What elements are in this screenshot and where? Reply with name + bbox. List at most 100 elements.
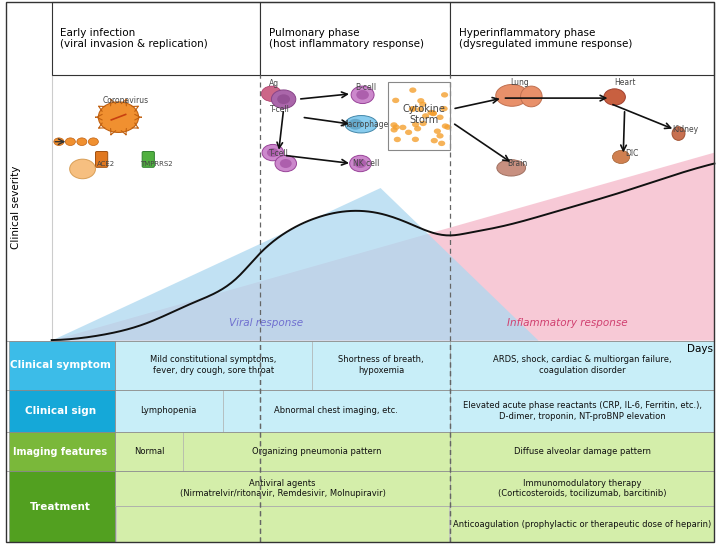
Circle shape [350, 155, 371, 172]
Text: Imaging features: Imaging features [13, 447, 108, 457]
Bar [52, 75, 714, 341]
Ellipse shape [604, 89, 625, 105]
Text: Organizing pneumonia pattern: Organizing pneumonia pattern [252, 447, 381, 456]
Circle shape [393, 124, 400, 130]
FancyBboxPatch shape [95, 152, 108, 167]
Bar [450, 471, 714, 506]
Circle shape [409, 106, 416, 112]
Text: Shortness of breath,
hypoxemia: Shortness of breath, hypoxemia [338, 355, 424, 375]
Circle shape [429, 111, 437, 116]
Circle shape [444, 124, 452, 130]
Circle shape [437, 133, 444, 138]
Text: Hyperinflammatory phase
(dysregulated immune response): Hyperinflammatory phase (dysregulated im… [459, 28, 632, 49]
Text: Viral response: Viral response [228, 318, 303, 328]
Ellipse shape [521, 86, 542, 107]
Circle shape [427, 110, 434, 115]
Text: Clinical severity: Clinical severity [11, 166, 21, 249]
Bar [388, 82, 450, 150]
Circle shape [98, 102, 139, 132]
Circle shape [393, 137, 401, 142]
Circle shape [434, 129, 441, 134]
Text: Clinical symptom: Clinical symptom [10, 360, 111, 370]
Circle shape [417, 107, 424, 112]
Text: ARDS, shock, cardiac & multiorgan failure,
coagulation disorder: ARDS, shock, cardiac & multiorgan failur… [493, 355, 671, 375]
Text: Inflammatory response: Inflammatory response [507, 318, 628, 328]
Circle shape [262, 144, 284, 161]
Bar [9, 341, 115, 390]
Circle shape [351, 86, 374, 104]
Circle shape [391, 122, 398, 128]
Text: B-cell: B-cell [355, 83, 377, 92]
Circle shape [409, 87, 416, 93]
Text: Brain: Brain [507, 159, 527, 168]
Text: Normal: Normal [134, 447, 164, 456]
Circle shape [280, 159, 292, 168]
Bar [9, 432, 115, 471]
Circle shape [355, 159, 366, 168]
Text: NK cell: NK cell [353, 159, 379, 168]
Text: Coronavirus: Coronavirus [103, 96, 149, 105]
Bar [52, 2, 260, 75]
Circle shape [267, 148, 279, 157]
Bar [183, 432, 450, 471]
Circle shape [412, 137, 419, 142]
Text: Clinical sign: Clinical sign [24, 406, 96, 416]
Text: Cytokine
Storm: Cytokine Storm [402, 104, 445, 125]
Text: Mild constitutional symptoms,
fever, dry cough, sore throat: Mild constitutional symptoms, fever, dry… [150, 355, 277, 375]
Ellipse shape [345, 116, 378, 133]
FancyBboxPatch shape [142, 152, 154, 167]
Circle shape [54, 138, 64, 146]
Text: DIC: DIC [625, 149, 638, 158]
Bar [116, 506, 449, 542]
Circle shape [612, 150, 630, 164]
Circle shape [348, 119, 363, 130]
Bar [115, 432, 183, 471]
Circle shape [431, 138, 438, 143]
Ellipse shape [495, 84, 528, 106]
Circle shape [70, 159, 95, 179]
Circle shape [441, 92, 448, 98]
Circle shape [271, 90, 296, 108]
Bar [450, 341, 714, 390]
Text: TMPRRS2: TMPRRS2 [140, 160, 173, 167]
Circle shape [414, 126, 421, 131]
Bar [450, 390, 714, 432]
Bar [450, 506, 714, 542]
Text: Ag: Ag [269, 80, 279, 88]
Bar [115, 390, 223, 432]
Circle shape [399, 125, 406, 130]
Bar [260, 2, 450, 75]
Circle shape [391, 127, 398, 132]
Polygon shape [52, 188, 538, 341]
Circle shape [437, 114, 444, 120]
Text: Macrophage: Macrophage [341, 120, 388, 129]
Ellipse shape [672, 126, 685, 140]
Circle shape [419, 120, 426, 126]
Text: Abnormal chest imaging, etc.: Abnormal chest imaging, etc. [274, 407, 398, 415]
Circle shape [442, 123, 449, 129]
Bar [115, 471, 450, 506]
Polygon shape [52, 153, 714, 341]
Ellipse shape [497, 160, 526, 176]
Text: Diffuse alveolar damage pattern: Diffuse alveolar damage pattern [514, 447, 651, 456]
Text: Early infection
(viral invasion & replication): Early infection (viral invasion & replic… [60, 28, 208, 49]
Text: T-cell: T-cell [270, 105, 290, 113]
Circle shape [417, 98, 424, 104]
Text: Lymphopenia: Lymphopenia [141, 407, 197, 415]
Circle shape [392, 98, 399, 103]
Bar [9, 390, 115, 432]
Circle shape [77, 138, 87, 146]
Circle shape [438, 141, 445, 146]
Bar [450, 432, 714, 471]
Circle shape [430, 111, 437, 116]
Circle shape [441, 106, 448, 111]
Text: Elevated acute phase reactants (CRP, IL-6, Ferritin, etc.),
D-dimer, troponin, N: Elevated acute phase reactants (CRP, IL-… [463, 401, 701, 421]
Circle shape [65, 138, 75, 146]
Bar [450, 2, 714, 75]
Bar [9, 471, 115, 542]
Text: Lung: Lung [510, 78, 529, 87]
Text: T-cell: T-cell [269, 149, 289, 158]
Text: Immunomodulatory therapy
(Corticosteroids, tocilizumab, barcitinib): Immunomodulatory therapy (Corticosteroid… [498, 479, 666, 498]
Text: ACE2: ACE2 [97, 160, 116, 167]
Bar [223, 390, 450, 432]
